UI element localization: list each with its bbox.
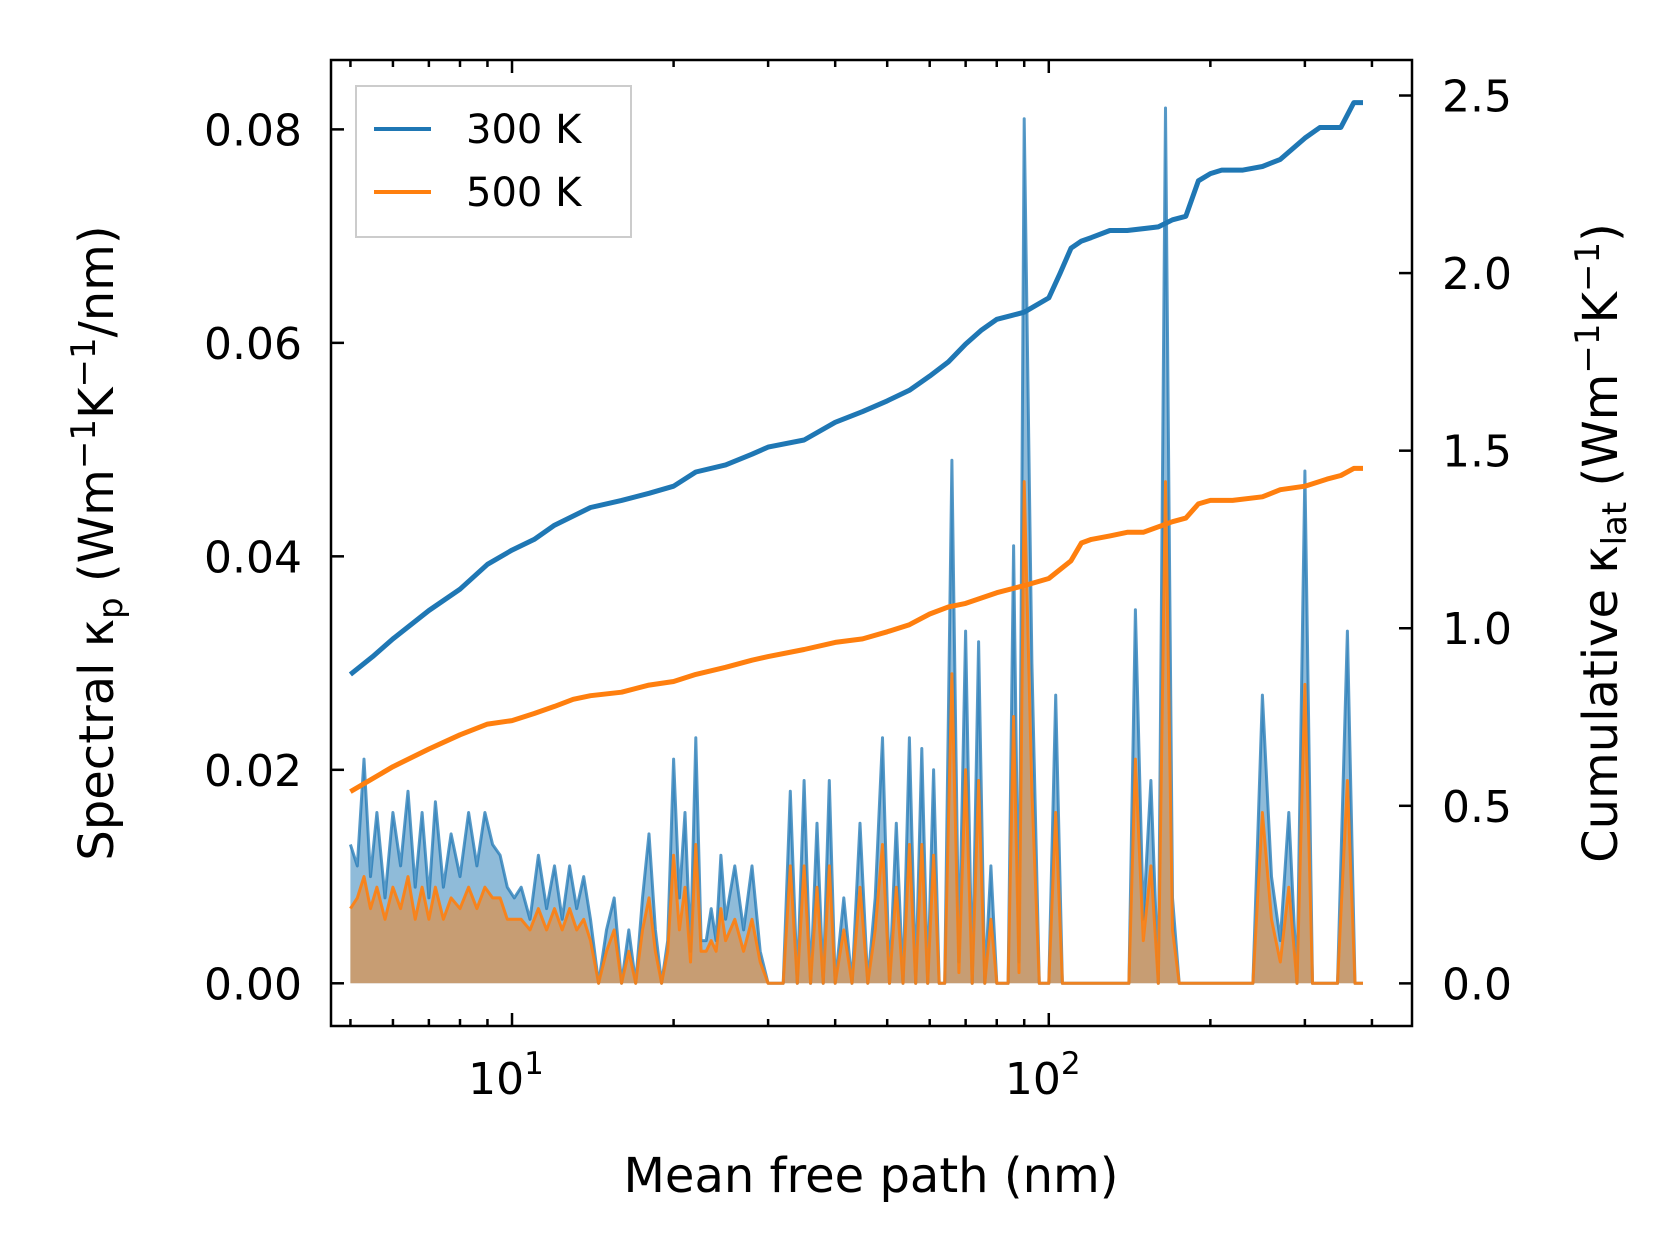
cumulative-lines bbox=[348, 100, 1363, 794]
spectral-lines bbox=[348, 106, 1363, 985]
y-right-label-unit-open: (Wm bbox=[1573, 374, 1629, 502]
y-right-tick-label: 0.0 bbox=[1442, 959, 1512, 1010]
y-right-label-prefix: Cumulative κ bbox=[1573, 545, 1629, 863]
y-right-label-sub: lat bbox=[1595, 502, 1635, 546]
y-right-label-sup1: −1 bbox=[1568, 323, 1608, 373]
y-right-tick-label: 2.0 bbox=[1442, 249, 1512, 300]
spectral-fills bbox=[350, 108, 1363, 984]
x-tick-label: 101 bbox=[468, 1046, 544, 1105]
y-right-tick-label: 2.5 bbox=[1442, 72, 1512, 123]
x-axis-ticks: 101 102 bbox=[349, 60, 1374, 1105]
y-left-label-sub: p bbox=[91, 597, 131, 619]
spectral-fill-500k bbox=[350, 481, 1363, 984]
y-right-axis-ticks: 0.0 0.5 1.0 1.5 2.0 2.5 bbox=[1399, 72, 1512, 1010]
y-left-axis-ticks: 0.00 0.02 0.04 0.06 0.08 bbox=[204, 105, 344, 1010]
y-right-axis-label: Cumulative κlat (Wm−1K−1) bbox=[1568, 223, 1635, 863]
y-left-tick-label: 0.08 bbox=[204, 105, 302, 156]
y-right-label-sup2: −1 bbox=[1568, 242, 1608, 292]
y-left-label-sup2: −1 bbox=[64, 337, 104, 387]
y-right-label-unit-mid: K bbox=[1573, 290, 1629, 323]
x-axis-label: Mean free path (nm) bbox=[624, 1148, 1119, 1204]
y-left-tick-label: 0.02 bbox=[204, 746, 302, 797]
y-left-tick-label: 0.06 bbox=[204, 319, 302, 370]
cumulative-line-300k bbox=[348, 100, 1363, 677]
spectral-line-500k bbox=[349, 480, 1363, 985]
y-left-label-sup1: −1 bbox=[64, 419, 104, 469]
y-left-label-unit-mid: K bbox=[69, 386, 125, 419]
y-left-label-prefix: Spectral κ bbox=[69, 619, 125, 861]
cumulative-line-500k bbox=[349, 465, 1363, 794]
y-left-axis-label: Spectral κp (Wm−1K−1/nm) bbox=[64, 225, 131, 860]
y-right-tick-label: 1.0 bbox=[1442, 604, 1512, 655]
legend-label-300k: 300 K bbox=[466, 107, 583, 153]
y-right-tick-label: 0.5 bbox=[1442, 782, 1512, 833]
y-left-tick-label: 0.00 bbox=[204, 959, 302, 1010]
y-left-tick-label: 0.04 bbox=[204, 532, 302, 583]
legend-label-500k: 500 K bbox=[466, 170, 583, 216]
y-right-label-unit-close: ) bbox=[1573, 223, 1629, 242]
plot-frame bbox=[329, 58, 1414, 1028]
x-tick-label: 102 bbox=[1005, 1046, 1081, 1105]
y-left-label-unit-open: (Wm bbox=[69, 469, 125, 597]
y-left-label-unit-close: /nm) bbox=[69, 225, 125, 337]
y-right-tick-label: 1.5 bbox=[1442, 427, 1512, 478]
legend: 300 K 500 K bbox=[355, 85, 632, 238]
legend-box bbox=[355, 85, 632, 238]
